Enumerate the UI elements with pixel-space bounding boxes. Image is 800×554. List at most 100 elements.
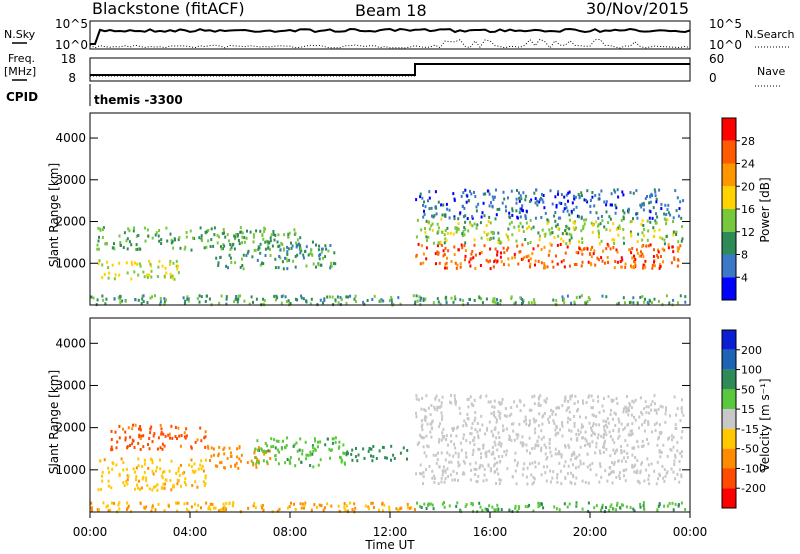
power-cell <box>310 297 313 301</box>
velocity-cell <box>524 505 527 509</box>
velocity-cell <box>180 434 183 437</box>
power-cell <box>518 211 521 214</box>
power-cell <box>302 297 305 301</box>
power-cell <box>105 297 108 301</box>
power-cell <box>192 236 194 240</box>
power-cell <box>257 247 260 251</box>
power-cell <box>572 194 575 198</box>
power-cell <box>488 215 491 219</box>
velocity-cell <box>566 505 569 509</box>
power-cell <box>289 302 292 306</box>
power-cell <box>286 250 289 254</box>
velocity-cell <box>670 448 673 452</box>
velocity-cell <box>355 447 357 450</box>
power-cell <box>474 267 477 270</box>
station-title: Blackstone (fitACF) <box>92 0 245 18</box>
velocity-cell <box>443 480 446 484</box>
power-cell <box>414 300 417 304</box>
power-cell <box>464 220 467 224</box>
velocity-cell <box>664 412 667 416</box>
power-cell <box>223 231 225 235</box>
velocity-cell <box>510 412 513 416</box>
velocity-colorbar-label: Velocity [m s⁻¹] <box>758 378 772 471</box>
power-cell <box>652 206 655 210</box>
power-cell <box>441 230 443 234</box>
velocity-cell <box>132 467 135 471</box>
velocity-cell <box>127 504 130 508</box>
velocity-cell <box>217 454 220 458</box>
power-cell <box>562 209 565 213</box>
velocity-cell <box>465 439 468 443</box>
velocity-cell <box>540 449 542 453</box>
velocity-cell <box>651 400 654 404</box>
velocity-cell <box>212 447 215 451</box>
power-cell <box>565 193 568 197</box>
velocity-cell <box>570 454 573 457</box>
power-cell <box>633 265 635 268</box>
velocity-cell <box>205 501 208 505</box>
velocity-cell <box>195 509 198 513</box>
velocity-cell <box>124 436 127 440</box>
power-cell <box>320 263 323 267</box>
power-cell <box>336 295 339 299</box>
power-cell <box>633 260 635 264</box>
velocity-cell <box>393 457 396 460</box>
velocity-cell <box>181 472 184 475</box>
power-cell <box>249 230 252 234</box>
velocity-cell <box>522 441 524 445</box>
power-cell <box>463 226 466 230</box>
velocity-cell <box>625 468 628 472</box>
power-cell <box>645 244 648 248</box>
power-cell <box>220 245 222 249</box>
power-cell <box>496 208 499 211</box>
power-cell <box>373 294 376 298</box>
velocity-cell <box>588 444 591 448</box>
power-cell <box>514 301 517 305</box>
velocity-cell <box>337 446 340 450</box>
power-cell <box>487 232 490 236</box>
velocity-cell <box>263 449 266 453</box>
power-cell <box>653 264 656 268</box>
velocity-cell <box>354 506 357 510</box>
velocity-cell <box>581 399 584 403</box>
velocity-cell <box>102 501 105 505</box>
power-cell <box>637 232 640 236</box>
velocity-cell <box>517 505 520 509</box>
velocity-cell <box>254 506 257 510</box>
power-cell <box>563 207 566 211</box>
velocity-cell <box>517 433 520 437</box>
power-cell <box>226 233 229 237</box>
velocity-cell <box>326 437 329 441</box>
velocity-cell <box>572 475 575 479</box>
power-cell <box>570 301 573 305</box>
velocity-cell <box>437 451 439 455</box>
velocity-cell <box>646 437 648 441</box>
freq-tick-high: 18 <box>61 52 76 66</box>
power-cell <box>154 294 156 298</box>
velocity-cell <box>605 447 608 451</box>
power-cell <box>237 294 240 298</box>
velocity-cell <box>521 435 524 439</box>
power-cell <box>556 243 559 247</box>
power-cell <box>615 206 618 210</box>
power-cell <box>234 235 237 239</box>
velocity-cell <box>298 448 301 452</box>
power-cell <box>119 295 122 299</box>
velocity-cell <box>118 424 121 428</box>
velocity-cell <box>664 475 667 478</box>
velocity-cell <box>202 480 205 484</box>
velocity-cell <box>607 395 610 399</box>
velocity-cell <box>457 452 460 456</box>
velocity-cell <box>452 469 455 473</box>
velocity-cell <box>299 502 302 506</box>
velocity-cell <box>331 441 334 445</box>
power-cell <box>428 220 430 224</box>
velocity-cell <box>474 411 477 414</box>
power-cell <box>333 251 336 255</box>
velocity-cell <box>210 446 213 450</box>
velocity-cell <box>431 503 434 507</box>
power-cell <box>580 215 583 219</box>
power-cell <box>651 194 654 197</box>
velocity-cell <box>441 431 444 435</box>
velocity-cell <box>582 401 585 405</box>
